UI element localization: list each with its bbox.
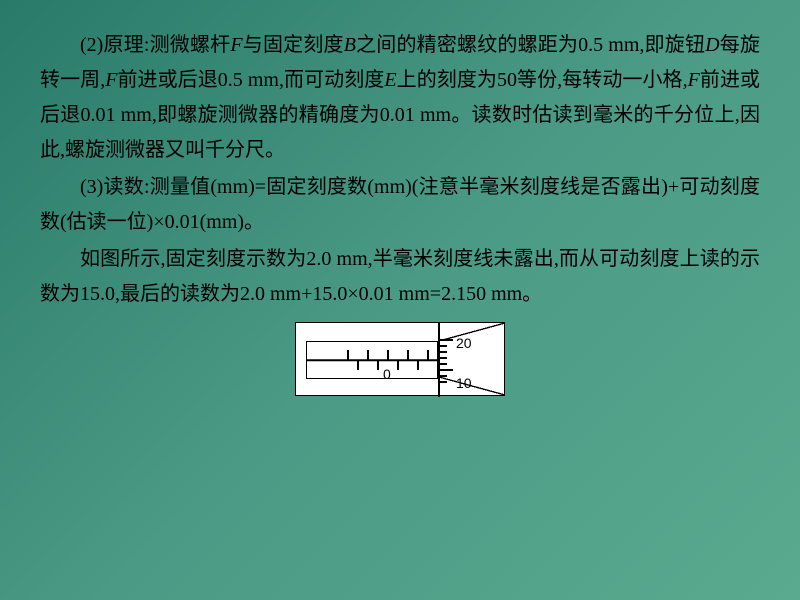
text: 之间的精密螺纹的螺距为0.5 mm,即旋钮 xyxy=(356,34,705,56)
paragraph-reading: (3)读数:测量值(mm)=固定刻度数(mm)(注意半毫米刻度线是否露出)+可动… xyxy=(40,170,760,240)
paragraph-principle: (2)原理:测微螺杆F与固定刻度B之间的精密螺纹的螺距为0.5 mm,即旋钮D每… xyxy=(40,28,760,168)
var-F: F xyxy=(105,69,117,91)
var-F: F xyxy=(230,34,242,56)
var-F: F xyxy=(688,69,700,91)
text: 上的刻度为50等份,每转动一小格, xyxy=(397,69,688,91)
micrometer-diagram: 0 20 10 xyxy=(295,322,505,396)
thimble-tick xyxy=(439,375,447,377)
var-B: B xyxy=(344,34,356,56)
thimble-tick xyxy=(439,351,447,353)
text: 如图所示,固定刻度示数为2.0 mm,半毫米刻度线未露出,而从可动刻度上读的示数… xyxy=(40,248,760,305)
thimble-label-upper: 20 xyxy=(456,331,472,356)
main-tick xyxy=(407,350,409,360)
text: 前进或后退0.5 mm,而可动刻度 xyxy=(117,69,384,91)
text: 与固定刻度 xyxy=(243,34,344,56)
thimble-label-lower: 10 xyxy=(456,371,472,396)
thimble-tick xyxy=(439,339,453,341)
main-tick xyxy=(367,350,369,360)
var-E: E xyxy=(384,69,396,91)
zero-label: 0 xyxy=(383,362,391,387)
thimble-tick xyxy=(439,369,453,371)
thimble-tick xyxy=(439,363,447,365)
diagram-container: 0 20 10 xyxy=(40,322,760,396)
thimble-tick xyxy=(439,357,447,359)
main-tick xyxy=(347,350,349,360)
thimble-tick xyxy=(439,381,447,383)
text: (3)读数:测量值(mm)=固定刻度数(mm)(注意半毫米刻度线是否露出)+可动… xyxy=(40,176,760,233)
main-half-tick xyxy=(397,360,399,370)
main-tick xyxy=(387,350,389,360)
paragraph-example: 如图所示,固定刻度示数为2.0 mm,半毫米刻度线未露出,而从可动刻度上读的示数… xyxy=(40,242,760,312)
main-half-tick xyxy=(377,360,379,370)
text: (2)原理:测微螺杆 xyxy=(80,34,230,56)
main-half-tick xyxy=(417,360,419,370)
var-D: D xyxy=(705,34,719,56)
thimble-tick xyxy=(439,345,447,347)
taper-bottom xyxy=(439,377,505,395)
main-scale: 0 xyxy=(306,341,438,379)
main-tick xyxy=(427,350,429,360)
main-half-tick xyxy=(357,360,359,370)
